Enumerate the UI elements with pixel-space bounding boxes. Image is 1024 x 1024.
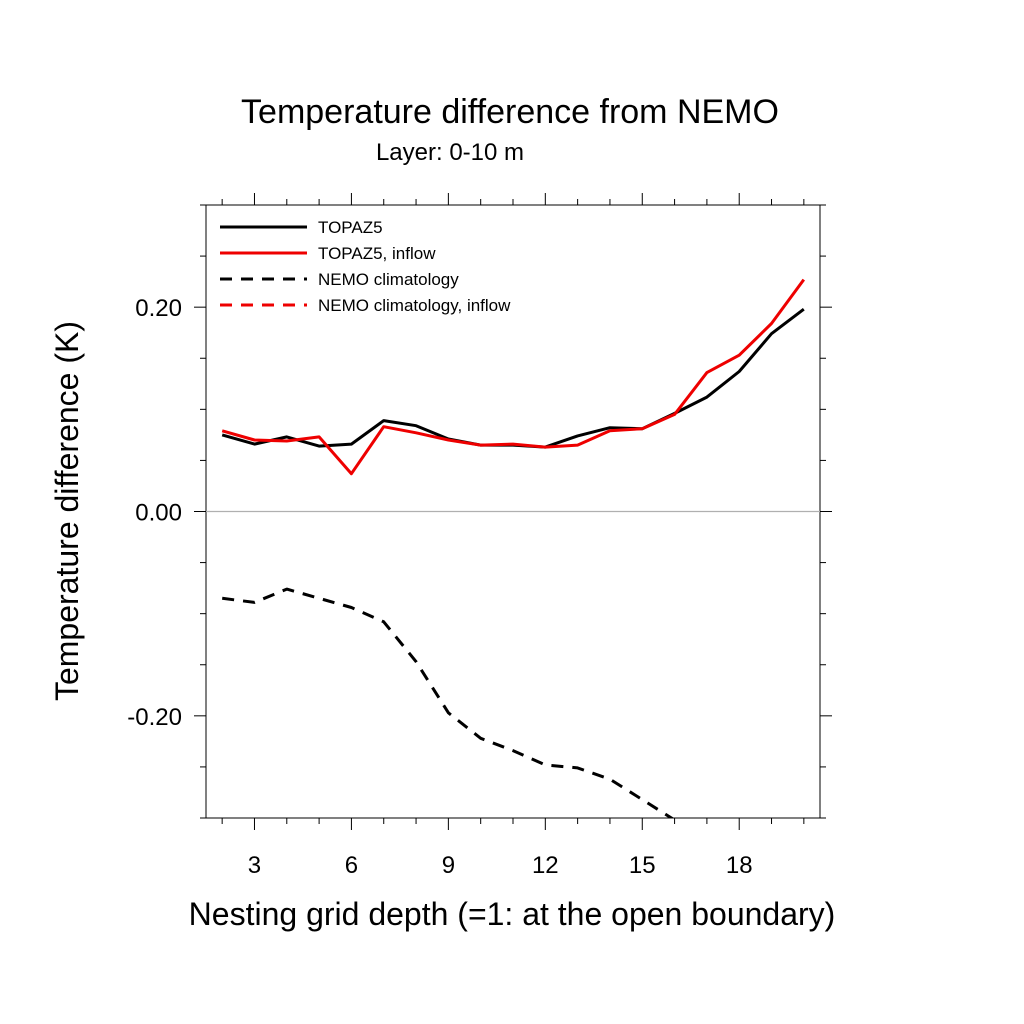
series-line-3 [222, 587, 675, 818]
series-line-1 [221, 308, 805, 449]
x-tick-label: 12 [532, 852, 559, 879]
legend-label-2: TOPAZ5, inflow [318, 244, 436, 263]
legend-label-1: TOPAZ5 [318, 218, 383, 237]
series-line-2 [221, 278, 806, 476]
x-tick-label: 9 [442, 852, 455, 879]
x-tick-label: 3 [248, 852, 261, 879]
x-tick-label: 18 [726, 852, 753, 879]
y-axis-label: Temperature difference (K) [49, 321, 85, 701]
chart-subtitle: Layer: 0-10 m [376, 139, 524, 166]
x-tick-label: 6 [345, 852, 358, 879]
x-tick-label: 15 [629, 852, 656, 879]
y-tick-label: 0.20 [135, 295, 182, 322]
x-axis-label: Nesting grid depth (=1: at the open boun… [189, 896, 836, 932]
y-tick-label: -0.20 [127, 704, 182, 731]
chart-title: Temperature difference from NEMO [241, 93, 779, 131]
y-tick-label: 0.00 [135, 500, 182, 527]
legend-label-4: NEMO climatology, inflow [318, 296, 511, 315]
legend-label-3: NEMO climatology [318, 270, 459, 289]
